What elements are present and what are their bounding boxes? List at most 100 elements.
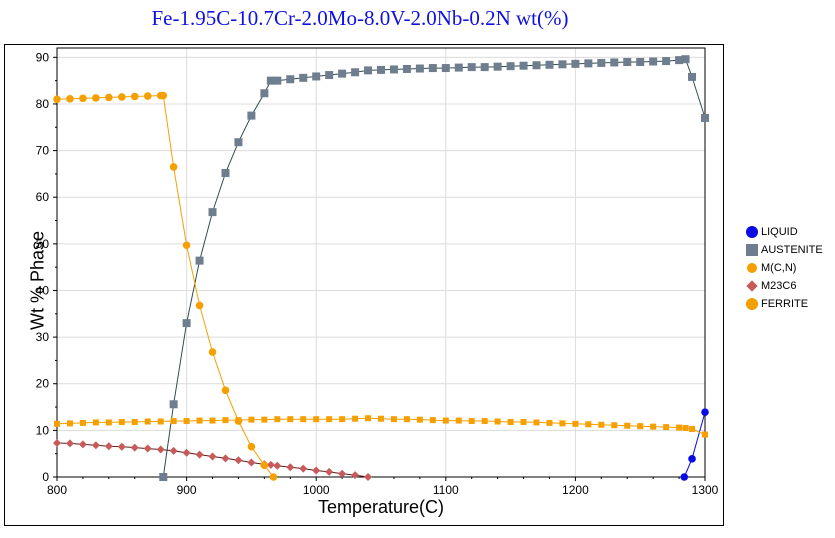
- point-m-c-n: [209, 417, 216, 424]
- y-tick-label: 40: [36, 283, 50, 297]
- point-m-c-n: [105, 419, 112, 426]
- point-m-c-n: [313, 416, 320, 423]
- point-austenite: [649, 57, 658, 66]
- point-m-c-n: [598, 421, 605, 428]
- legend-label: M23C6: [761, 280, 797, 292]
- legend-item-m-c-n: M(C,N): [746, 259, 823, 277]
- point-m23c6: [130, 443, 139, 452]
- legend-item-ferrite: FERRITE: [746, 295, 823, 313]
- point-austenite: [325, 71, 334, 80]
- point-ferrite: [221, 386, 230, 395]
- point-m-c-n: [300, 416, 307, 423]
- point-ferrite: [105, 93, 113, 102]
- point-m23c6: [156, 445, 165, 454]
- point-austenite: [351, 68, 360, 77]
- point-m23c6: [338, 469, 347, 478]
- legend-marker-icon: [746, 298, 758, 310]
- point-m-c-n: [66, 420, 73, 427]
- point-austenite: [266, 76, 275, 85]
- point-m-c-n: [611, 422, 618, 429]
- point-m-c-n: [494, 418, 501, 425]
- point-m23c6: [208, 452, 217, 461]
- point-ferrite: [208, 348, 217, 356]
- point-m23c6: [195, 450, 204, 459]
- point-m-c-n: [170, 418, 177, 425]
- legend-label: AUSTENITE: [761, 244, 823, 256]
- legend-label: LIQUID: [761, 226, 798, 238]
- point-austenite: [675, 56, 684, 65]
- y-tick-label: 20: [36, 377, 50, 391]
- point-ferrite: [130, 92, 139, 101]
- point-m-c-n: [365, 415, 372, 422]
- point-austenite: [234, 138, 243, 147]
- point-austenite: [415, 64, 424, 73]
- point-m23c6: [78, 440, 87, 449]
- point-m23c6: [182, 448, 191, 457]
- point-m-c-n: [442, 417, 449, 424]
- point-m-c-n: [261, 416, 268, 423]
- point-m-c-n: [572, 420, 579, 427]
- plot-border: [56, 47, 706, 478]
- y-tick-label: 80: [36, 97, 50, 111]
- point-m-c-n: [248, 416, 255, 423]
- point-m23c6: [299, 464, 308, 473]
- point-austenite: [221, 168, 230, 177]
- point-m-c-n: [520, 418, 527, 425]
- point-austenite: [169, 400, 178, 409]
- point-austenite: [688, 72, 697, 81]
- point-austenite: [623, 57, 632, 66]
- point-m23c6: [65, 439, 74, 448]
- legend-item-m23c6: M23C6: [746, 277, 823, 295]
- point-austenite: [247, 111, 256, 120]
- point-austenite: [597, 58, 606, 67]
- point-m-c-n: [79, 419, 86, 426]
- point-m23c6: [351, 471, 360, 480]
- point-ferrite: [269, 473, 278, 481]
- point-m-c-n: [326, 416, 333, 423]
- point-austenite: [493, 62, 502, 71]
- point-austenite: [338, 69, 347, 78]
- point-austenite: [377, 65, 385, 74]
- point-austenite: [480, 63, 489, 72]
- point-austenite: [662, 57, 671, 66]
- point-austenite: [312, 72, 321, 81]
- series-line-m-c-n: [56, 417, 706, 436]
- point-m-c-n: [222, 417, 229, 424]
- point-austenite: [545, 60, 554, 69]
- y-tick-label: 90: [36, 50, 50, 64]
- point-liquid: [688, 455, 696, 463]
- point-m-c-n: [637, 423, 644, 430]
- y-axis-label: Wt % Phase: [27, 230, 48, 331]
- point-austenite: [195, 256, 204, 265]
- legend-marker-icon: [747, 263, 757, 273]
- legend-label: FERRITE: [761, 298, 809, 310]
- point-ferrite: [234, 417, 243, 425]
- point-m23c6: [117, 442, 126, 451]
- legend-label: M(C,N): [761, 262, 797, 274]
- point-m23c6: [53, 438, 61, 447]
- point-liquid: [680, 473, 689, 481]
- point-austenite: [299, 73, 308, 82]
- point-m23c6: [312, 466, 321, 475]
- y-tick-label: 50: [36, 237, 50, 251]
- point-liquid: [701, 408, 709, 416]
- point-m-c-n: [157, 418, 164, 425]
- point-m-c-n: [702, 431, 708, 438]
- point-m-c-n: [54, 420, 60, 427]
- x-tick-label: 1000: [303, 483, 330, 497]
- point-austenite: [636, 57, 645, 66]
- y-tick-label: 30: [36, 330, 50, 344]
- point-austenite: [519, 61, 528, 70]
- point-ferrite: [260, 461, 269, 470]
- point-m-c-n: [546, 419, 553, 426]
- point-m23c6: [325, 467, 334, 476]
- point-m23c6: [364, 473, 373, 481]
- point-austenite: [428, 64, 437, 73]
- point-ferrite: [169, 163, 178, 171]
- point-m23c6: [273, 461, 282, 470]
- point-ferrite: [79, 94, 87, 103]
- legend-marker-icon: [746, 226, 758, 238]
- point-m-c-n: [339, 416, 346, 423]
- point-ferrite: [182, 241, 191, 250]
